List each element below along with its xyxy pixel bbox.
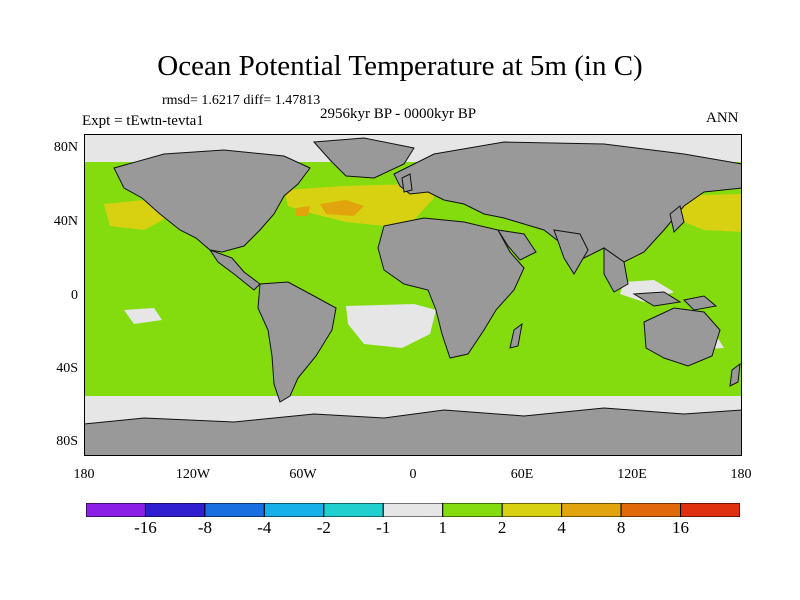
colorbar-box (263, 503, 325, 517)
colorbar-label: -1 (376, 518, 391, 537)
colorbar-label: 16 (672, 518, 690, 537)
colorbar-label: -16 (134, 518, 157, 537)
lat-label-40n: 40N (53, 214, 78, 229)
colorbar-box (204, 503, 265, 517)
colorbar-box (620, 503, 682, 517)
lat-label-40s: 40S (56, 361, 78, 376)
lat-label-80s: 80S (56, 434, 78, 449)
colorbar-box (382, 503, 444, 517)
colorbar-box (86, 503, 146, 517)
colorbar-box (323, 503, 384, 517)
colorbar-box (680, 503, 740, 517)
colorbar-box (561, 503, 622, 517)
colorbar (86, 503, 740, 517)
lon-label-60w: 60W (289, 467, 317, 482)
season-label: ANN (706, 110, 739, 126)
lon-label-180-right: 180 (730, 467, 752, 482)
colorbar-label: -8 (197, 518, 212, 537)
rmsd-diff-stats: rmsd= 1.6217 diff= 1.47813 (162, 93, 321, 108)
land-masses (84, 137, 742, 456)
colorbar-box (144, 503, 206, 517)
lon-label-60e: 60E (510, 467, 534, 482)
map-frame (84, 134, 742, 456)
lat-label-0: 0 (71, 288, 78, 303)
colorbar-label: -4 (257, 518, 272, 537)
colorbar-label: 2 (497, 518, 507, 537)
lon-label-120w: 120W (175, 467, 211, 482)
colorbar-label: 8 (616, 518, 626, 537)
lon-label-0: 0 (409, 467, 417, 482)
colorbar-box (501, 503, 563, 517)
colorbar-box (442, 503, 503, 517)
time-period-label: 2956kyr BP - 0000kyr BP (320, 106, 477, 122)
warmer-regions (296, 200, 364, 216)
lon-label-120e: 120E (617, 467, 647, 482)
temperature-map (84, 134, 742, 456)
colorbar-label: -2 (316, 518, 331, 537)
plot-title: Ocean Potential Temperature at 5m (in C) (157, 50, 643, 82)
experiment-label: Expt = tEwtn-tevta1 (82, 113, 204, 129)
colorbar-label: 1 (438, 518, 447, 537)
lon-label-180-left: 180 (73, 467, 95, 482)
colorbar-label: 4 (557, 518, 566, 537)
lat-label-80n: 80N (53, 140, 78, 155)
